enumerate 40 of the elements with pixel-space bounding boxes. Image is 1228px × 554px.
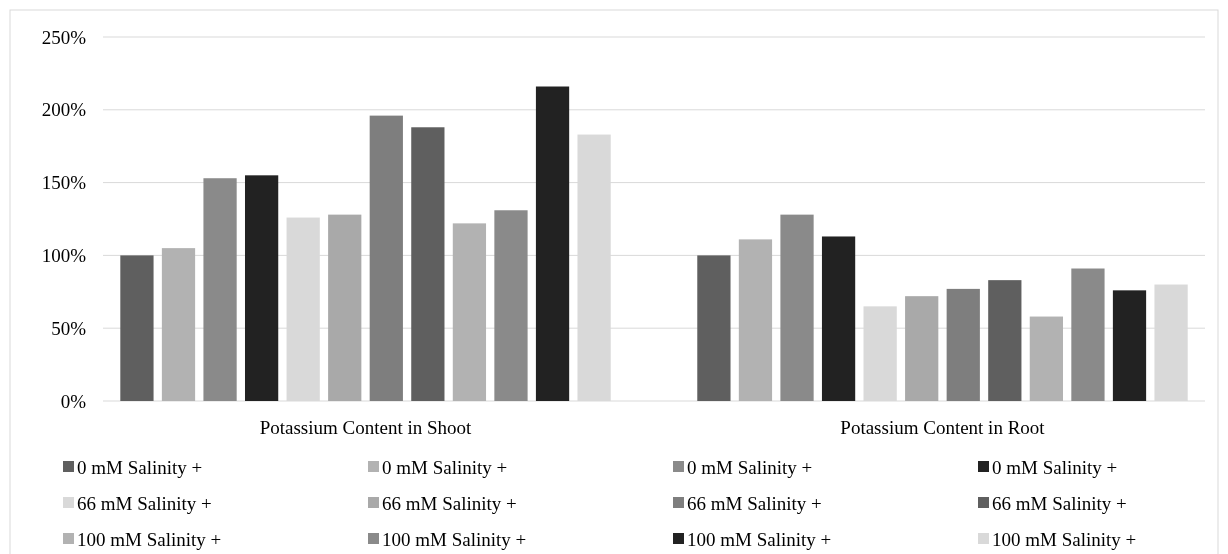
bar: [244, 175, 279, 401]
bar: [697, 255, 731, 401]
bar: [161, 248, 196, 401]
bar: [1071, 268, 1105, 401]
legend-label: 66 mM Salinity +: [382, 492, 517, 514]
bar: [821, 236, 856, 401]
legend-label: 100 mM Salinity +: [687, 528, 832, 550]
legend-label: 0 mM Salinity +: [382, 456, 508, 478]
legend-label: 100 mM Salinity +: [992, 528, 1137, 550]
bar: [411, 127, 445, 401]
bar: [1112, 290, 1147, 401]
legend-label: 66 mM Salinity +: [992, 492, 1127, 514]
legend-label: 100 mM Salinity +: [77, 528, 222, 550]
bar: [905, 296, 939, 401]
bar: [369, 115, 403, 401]
bar: [452, 223, 487, 401]
y-tick-label: 50%: [51, 317, 87, 339]
bar: [738, 239, 773, 401]
y-tick-label: 150%: [41, 172, 87, 194]
legend-label: 0 mM Salinity +: [992, 456, 1118, 478]
bar: [780, 214, 814, 401]
legend-label: 66 mM Salinity +: [687, 492, 822, 514]
x-tick-label: Potassium Content in Root: [840, 417, 1046, 438]
bar: [988, 280, 1022, 401]
bar: [120, 255, 154, 401]
y-tick-label: 100%: [41, 245, 87, 267]
bar: [1029, 316, 1064, 401]
y-tick-label: 0%: [60, 390, 87, 412]
y-tick-label: 250%: [41, 26, 87, 48]
x-tick-label: Potassium Content in Shoot: [259, 417, 473, 438]
legend-label: 66 mM Salinity +: [77, 492, 212, 514]
legend-label: 0 mM Salinity +: [77, 456, 203, 478]
legend-label: 100 mM Salinity +: [382, 528, 527, 550]
y-tick-label: 200%: [41, 99, 87, 121]
bar: [203, 178, 237, 401]
legend-label: 0 mM Salinity +: [687, 456, 813, 478]
bar: [328, 214, 362, 401]
bar: [494, 210, 528, 401]
bar: [535, 86, 570, 401]
bar: [946, 288, 980, 401]
